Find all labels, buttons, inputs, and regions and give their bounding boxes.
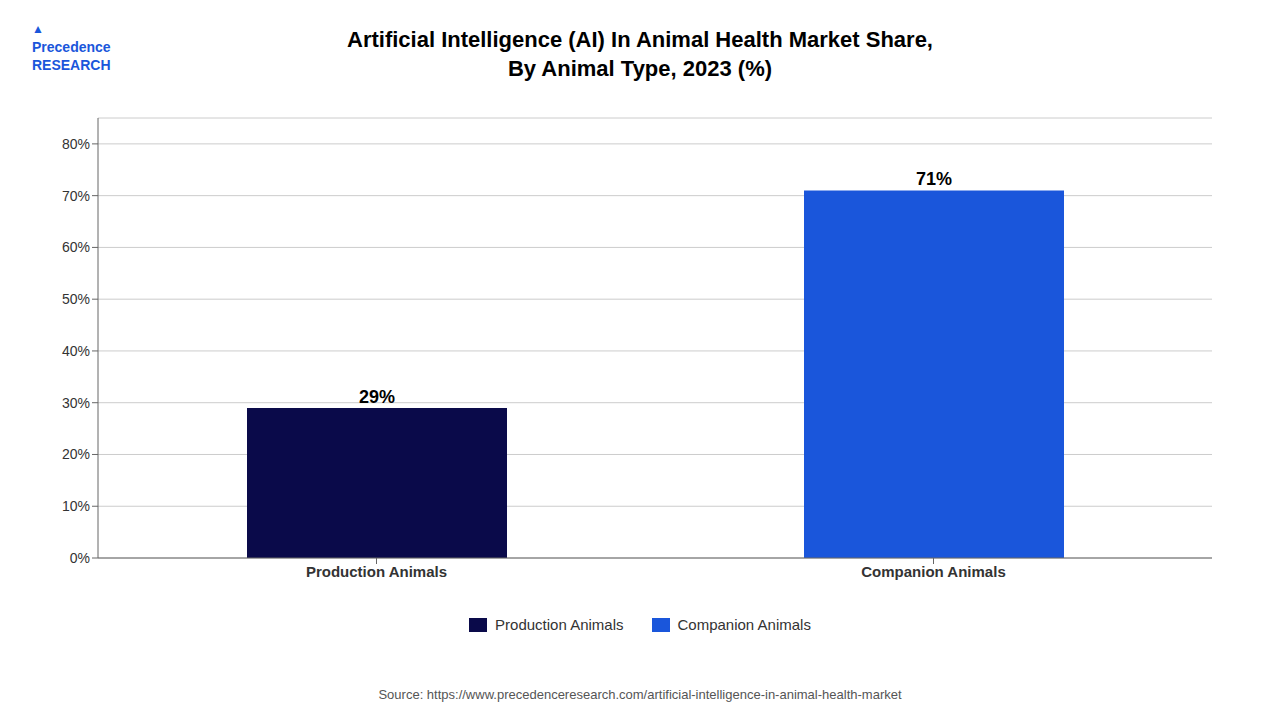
html-text:Companion Animals: Companion Animals (677, 616, 811, 633)
svg-text:20%: 20% (62, 446, 90, 462)
svg-text:70%: 70% (62, 188, 90, 204)
html-text:RESEARCH: RESEARCH (32, 56, 111, 73)
svg-text:50%: 50% (62, 291, 90, 307)
svg-text:80%: 80% (62, 136, 90, 152)
svg-text:40%: 40% (62, 343, 90, 359)
svg-text:29%: 29% (359, 387, 395, 407)
svg-text:Companion Animals: Companion Animals (861, 563, 1005, 580)
svg-text:71%: 71% (916, 169, 952, 189)
html-text:By Animal Type, 2023 (%): By Animal Type, 2023 (%) (508, 55, 772, 81)
html-text:Precedence: Precedence (32, 38, 111, 55)
svg-text:10%: 10% (62, 498, 90, 514)
svg-text:0%: 0% (70, 550, 90, 566)
html-text:Production Animals: Production Animals (495, 616, 624, 633)
html-text:Artificial Intelligence (AI) I: Artificial Intelligence (AI) In Animal H… (347, 27, 933, 52)
svg-text:60%: 60% (62, 239, 90, 255)
svg-text:Production Animals: Production Animals (306, 563, 447, 580)
html-text:Source: https://www.precedence: Source: https://www.precedenceresearch.c… (378, 687, 902, 702)
svg-text:30%: 30% (62, 395, 90, 411)
